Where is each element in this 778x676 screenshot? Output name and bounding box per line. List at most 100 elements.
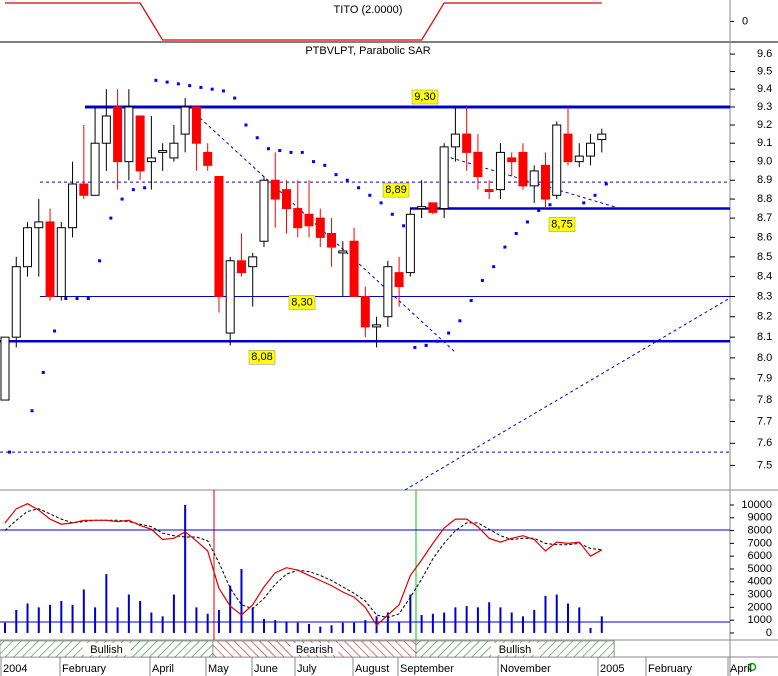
candle-body — [372, 324, 382, 328]
sar-dot — [199, 85, 203, 89]
sar-dot — [503, 245, 507, 249]
volume-bar — [364, 620, 367, 633]
level-label: 8,75 — [551, 218, 572, 230]
y-tick-label: 9.3 — [757, 101, 772, 113]
volume-bar — [431, 613, 434, 633]
sar-dot — [64, 297, 68, 301]
month-label: February — [62, 663, 107, 675]
sar-dot — [368, 193, 372, 197]
candle-body — [360, 296, 370, 328]
candle-body — [405, 213, 415, 274]
sar-dot — [514, 232, 518, 236]
y-tick-label: 9000 — [748, 512, 772, 524]
y-tick-label: 8.0 — [757, 352, 772, 364]
volume-bar — [262, 618, 265, 633]
candle-body — [270, 179, 280, 200]
sar-dot — [53, 329, 57, 333]
volume-bar — [240, 568, 243, 633]
volume-bar — [499, 607, 502, 633]
volume-bar — [172, 594, 175, 633]
candle-body — [462, 133, 472, 153]
sar-dot — [447, 331, 451, 335]
month-label: November — [500, 663, 551, 675]
y-tick-label: 0 — [766, 627, 772, 639]
sar-dot — [458, 319, 462, 323]
y-tick-label: 6000 — [748, 550, 772, 562]
sar-dot — [413, 345, 417, 349]
volume-bar — [229, 585, 232, 633]
candle-body — [473, 151, 483, 178]
candle-body — [23, 227, 33, 268]
candle-body — [552, 124, 562, 196]
volume-bar — [488, 602, 491, 633]
candle-body — [293, 208, 303, 229]
candle-body — [428, 202, 438, 213]
y-tick-label: 8000 — [748, 524, 772, 536]
candle-body — [203, 151, 213, 166]
sar-dot — [98, 259, 102, 263]
level-label-box — [382, 182, 410, 198]
sar-dot — [593, 193, 597, 197]
volume-bar — [308, 624, 311, 633]
y-tick-label: 9.0 — [757, 156, 772, 168]
candle-body — [282, 189, 291, 210]
sar-dot — [379, 201, 383, 205]
sar-dot — [86, 297, 90, 301]
volume-bar — [319, 626, 322, 633]
volume-bar — [206, 613, 209, 633]
sar-dot — [402, 224, 406, 228]
candle-body — [225, 260, 235, 334]
candle-body — [529, 170, 539, 187]
month-label: May — [208, 663, 229, 675]
volume-bar — [465, 606, 468, 633]
volume-bar — [49, 604, 52, 633]
level-label: 8,08 — [251, 351, 272, 363]
volume-bar — [71, 604, 74, 633]
sar-dot — [154, 78, 158, 82]
volume-bar — [26, 603, 29, 633]
sar-dot — [165, 80, 169, 84]
candle-body — [214, 176, 224, 298]
volume-bar — [37, 607, 40, 633]
sar-dot — [176, 82, 180, 86]
volume-bar — [476, 607, 479, 633]
volume-bar — [139, 600, 142, 633]
candle-body — [236, 260, 246, 274]
y-tick-label: 3000 — [748, 588, 772, 600]
sar-dot — [537, 208, 541, 212]
level-label-box — [288, 295, 316, 310]
panel-title: PTBVLPT, Parabolic SAR — [305, 45, 430, 57]
sar-dot — [357, 186, 361, 190]
candle-body — [417, 206, 427, 210]
candle-body — [146, 157, 156, 163]
candle-body — [597, 133, 607, 141]
level-label-box — [411, 89, 439, 105]
y-tick-label: 7.8 — [757, 394, 772, 406]
y-tick-label: 8.8 — [757, 193, 772, 205]
volume-bar — [127, 594, 130, 633]
volume-bar — [589, 627, 592, 633]
candle-body — [248, 256, 258, 268]
sar-dot — [143, 186, 147, 190]
candle-body — [79, 183, 89, 196]
candle-body — [34, 221, 44, 229]
candle-body — [327, 233, 337, 248]
candle-body — [90, 142, 100, 196]
y-tick-label: 5000 — [748, 563, 772, 575]
signal-label-bg — [82, 643, 131, 655]
volume-bar — [510, 612, 513, 633]
volume-bar — [521, 616, 524, 633]
sar-dot — [469, 299, 473, 303]
indicator-line — [5, 2, 602, 41]
candle-body — [439, 146, 449, 210]
candle-body — [169, 142, 179, 159]
month-label: August — [355, 663, 389, 675]
candle-body — [0, 336, 10, 401]
volume-bar — [161, 616, 164, 633]
volume-bar — [184, 504, 187, 633]
volume-bar — [533, 609, 536, 633]
sar-dot — [41, 371, 45, 375]
sar-dot — [75, 297, 79, 301]
sar-dot — [390, 212, 394, 216]
